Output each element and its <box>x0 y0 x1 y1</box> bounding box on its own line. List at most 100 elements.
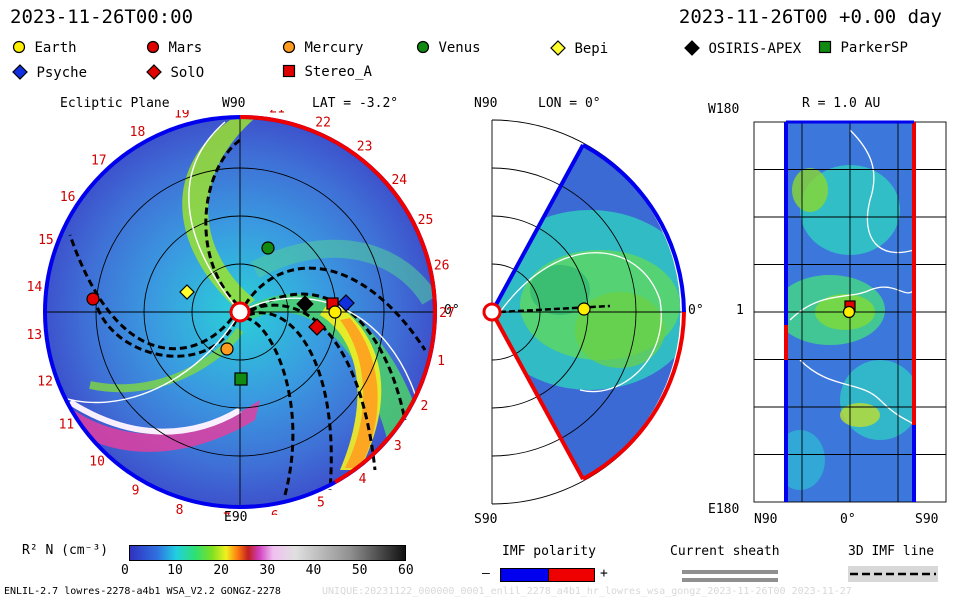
ecliptic-e90-label: E90 <box>224 510 248 525</box>
legend-label: OSIRIS-APEX <box>708 41 802 57</box>
legend-label: Earth <box>34 40 77 56</box>
legend-label: ParkerSP <box>840 40 908 56</box>
legend-label: Bepi <box>574 41 609 57</box>
carrington-tick-label: 4 <box>359 472 367 487</box>
carrington-tick-label: 14 <box>27 280 43 295</box>
imf-line-swatch <box>848 566 938 582</box>
colorbar-tick-label: 60 <box>398 563 414 578</box>
parkersp-marker-icon <box>234 372 248 386</box>
carrington-tick-label: 18 <box>130 125 146 140</box>
meridional-imf-line <box>499 304 611 314</box>
legend-parkersp: ParkerSP <box>818 40 908 56</box>
earth-marker-icon <box>12 40 26 54</box>
legend-earth: Earth <box>12 40 77 56</box>
carrington-tick-label: 12 <box>37 375 53 390</box>
sun-inner-boundary <box>482 302 502 322</box>
carrington-tick-label: 10 <box>89 455 105 470</box>
legend-osiris-apex: OSIRIS-APEX <box>684 40 801 57</box>
carrington-tick-label: 8 <box>176 503 184 515</box>
rect-s90-label: S90 <box>915 512 939 527</box>
earth-marker-icon <box>842 305 856 319</box>
psyche-marker-icon <box>337 294 355 312</box>
legend-label: Mars <box>168 40 203 56</box>
carrington-tick-label: 23 <box>357 140 373 155</box>
ecliptic-plane-plot: 2021222324252627123456789101112131415161… <box>26 110 455 515</box>
carrington-tick-label: 27 <box>439 306 455 321</box>
carrington-tick-label: 5 <box>317 496 325 511</box>
legend-psyche: Psyche <box>12 64 87 81</box>
colorbar-tick-label: 30 <box>259 563 276 578</box>
imf-polarity-title: IMF polarity <box>502 544 596 559</box>
mars-marker-icon <box>146 40 160 54</box>
colorbar-tick-label: 50 <box>351 563 368 578</box>
carrington-tick-label: 26 <box>434 258 450 273</box>
ecliptic-0deg-label: 0° <box>444 303 460 318</box>
venus-marker-icon <box>261 241 275 255</box>
footer-run-info: UNIQUE:20231122_000000_0001_enlil_2278_a… <box>322 586 852 597</box>
legend-solo: SolO <box>146 64 204 81</box>
legend-label: Mercury <box>304 40 364 56</box>
legend-bepi: Bepi <box>550 40 608 57</box>
colorbar-label: R² N (cm⁻³) <box>22 543 109 558</box>
meridional-plane-plot <box>482 119 686 505</box>
legend-stereo-a: Stereo_A <box>282 64 372 80</box>
earth-marker-icon <box>577 302 591 316</box>
stereo-a-marker-icon <box>282 64 296 78</box>
carrington-tick-label: 7 <box>223 512 231 515</box>
carrington-tick-label: 20 <box>221 110 237 113</box>
carrington-tick-label: 1 <box>437 354 445 369</box>
carrington-tick-label: 6 <box>271 509 279 515</box>
ecliptic-current-sheet <box>54 121 421 411</box>
rect-e180-label: E180 <box>708 502 740 517</box>
imf-minus-label: – <box>482 566 490 581</box>
rect-title: R = 1.0 AU <box>802 96 881 111</box>
venus-marker-icon <box>416 40 430 54</box>
colorbar-tick-label: 40 <box>305 563 322 578</box>
colorbar-tick-label: 0 <box>121 563 129 578</box>
legend-label: Venus <box>438 40 481 56</box>
ecliptic-boundary-positive <box>239 115 438 484</box>
psyche-marker-icon <box>12 64 28 80</box>
rect-0deg-label: 0° <box>840 512 856 527</box>
rect-mid-label: 1 <box>736 303 744 318</box>
meridional-0deg-label: 0° <box>688 303 704 318</box>
carrington-tick-label: 11 <box>59 418 75 433</box>
legend-mercury: Mercury <box>282 40 363 56</box>
rect-n90-label: N90 <box>754 512 778 527</box>
carrington-tick-label: 16 <box>60 190 76 205</box>
meridional-density-structures <box>492 210 681 393</box>
carrington-tick-label: 15 <box>38 233 54 248</box>
current-sheath-line-1 <box>682 570 778 574</box>
carrington-tick-label: 19 <box>174 110 190 121</box>
meridional-boundary-south <box>582 311 686 481</box>
meridional-lon-label: LON = 0° <box>538 96 601 111</box>
carrington-tick-label: 2 <box>420 399 428 414</box>
meridional-edge-south <box>490 311 585 480</box>
carrington-tick-label: 21 <box>269 110 285 116</box>
colorbar-tick-label: 20 <box>213 563 229 578</box>
meridional-boundary-north <box>582 143 686 313</box>
solo-marker-icon <box>146 64 162 80</box>
legend-label: Stereo_A <box>304 64 372 80</box>
legend-venus: Venus <box>416 40 481 56</box>
footer-model-info: ENLIL-2.7 lowres-2278-a4b1 WSA_V2.2 GONG… <box>4 586 281 597</box>
bepi-marker-icon <box>179 284 195 300</box>
meridional-edge-north <box>490 144 585 313</box>
legend-label: Psyche <box>36 65 88 81</box>
ecliptic-lat-label: LAT = -3.2° <box>312 96 399 111</box>
left-timestamp: 2023-11-26T00:00 <box>10 6 194 28</box>
bepi-marker-icon <box>550 40 566 56</box>
lat-lon-plot <box>753 120 947 503</box>
carrington-tick-label: 17 <box>91 154 107 169</box>
osiris-apex-marker-icon <box>684 40 700 56</box>
imf-line-title: 3D IMF line <box>848 544 935 559</box>
legend-label: SolO <box>170 65 205 81</box>
carrington-tick-label: 22 <box>315 115 331 130</box>
carrington-tick-label: 25 <box>418 213 434 228</box>
imf-negative-swatch <box>500 568 550 582</box>
solo-marker-icon <box>308 318 326 336</box>
meridional-s90-label: S90 <box>474 512 498 527</box>
carrington-tick-label: 24 <box>391 173 407 188</box>
colorbar-tick-label: 10 <box>167 563 183 578</box>
sun-inner-boundary <box>229 301 251 323</box>
